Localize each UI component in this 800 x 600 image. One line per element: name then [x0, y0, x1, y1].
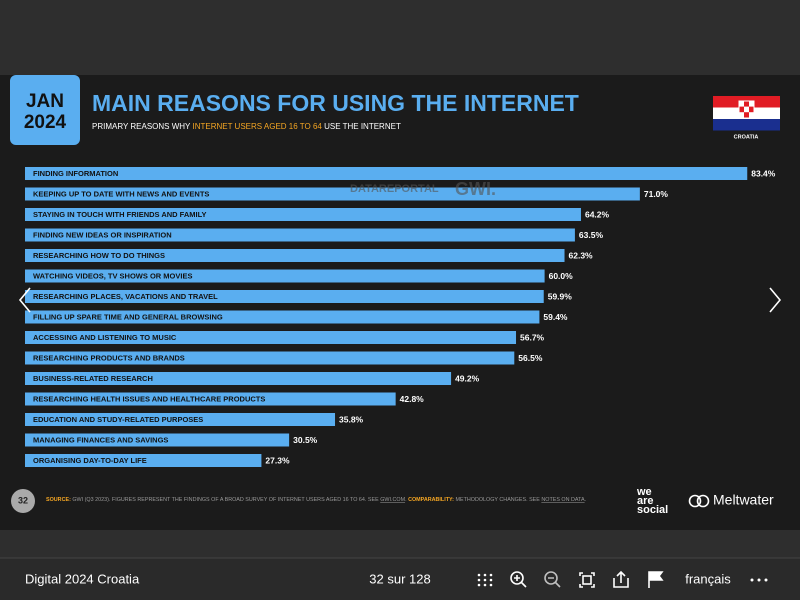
badge-year: 2024	[24, 112, 67, 133]
bar	[25, 228, 575, 242]
value-label: 64.2%	[585, 209, 610, 219]
category-label: WATCHING VIDEOS, TV SHOWS OR MOVIES	[33, 271, 192, 280]
report[interactable]	[648, 571, 664, 588]
category-label: RESEARCHING HEALTH ISSUES AND HEALTHCARE…	[33, 394, 265, 403]
category-label: KEEPING UP TO DATE WITH NEWS AND EVENTS	[33, 189, 209, 198]
category-label: FINDING INFORMATION	[33, 169, 118, 178]
category-label: FILLING UP SPARE TIME AND GENERAL BROWSI…	[33, 312, 223, 321]
page-indicator: 32 sur 128	[369, 571, 430, 586]
value-label: 27.3%	[265, 455, 290, 465]
value-label: 63.5%	[579, 230, 604, 240]
category-label: RESEARCHING PRODUCTS AND BRANDS	[33, 353, 185, 362]
bar	[25, 454, 262, 467]
bar	[25, 331, 517, 344]
category-label: RESEARCHING HOW TO DO THINGS	[33, 251, 165, 260]
category-label: FINDING NEW IDEAS OR INSPIRATION	[33, 230, 172, 239]
fit-screen[interactable]	[579, 572, 595, 588]
more-options[interactable]	[750, 578, 768, 582]
value-label: 56.7%	[520, 332, 545, 342]
value-label: 59.9%	[548, 291, 573, 301]
subtitle-part: PRIMARY REASONS WHY	[92, 122, 192, 131]
bar	[25, 310, 540, 324]
bar	[25, 433, 290, 447]
bar	[25, 351, 515, 365]
source-text: .	[585, 497, 587, 503]
subtitle-part: USE THE INTERNET	[322, 122, 401, 131]
bar	[25, 208, 581, 221]
source-link: NOTES ON DATA	[541, 497, 585, 503]
source-link: GWI.COM	[380, 497, 405, 503]
category-label: ORGANISING DAY-TO-DAY LIFE	[33, 456, 147, 465]
value-label: 71.0%	[644, 189, 669, 199]
logo-text: are	[637, 495, 654, 507]
bar	[25, 290, 544, 303]
comparability-label: COMPARABILITY:	[408, 497, 454, 503]
source-label: SOURCE:	[46, 497, 71, 503]
grid-view[interactable]	[477, 573, 493, 587]
zoom-in[interactable]	[510, 571, 527, 588]
value-label: 35.8%	[339, 414, 364, 424]
meltwater-icon	[688, 494, 710, 508]
source-text: GWI (Q3 2023). FIGURES REPRESENT THE FIN…	[71, 497, 380, 503]
bar	[25, 372, 452, 385]
bar	[25, 392, 396, 406]
category-label: RESEARCHING PLACES, VACATIONS AND TRAVEL	[33, 292, 218, 301]
value-label: 62.3%	[569, 250, 594, 260]
value-label: 56.5%	[518, 353, 543, 363]
source-text: .	[405, 497, 408, 503]
value-label: 30.5%	[293, 435, 318, 445]
page-number-badge	[11, 489, 35, 513]
bar	[25, 187, 640, 201]
brand-name: Meltwater	[713, 492, 774, 508]
value-label: 49.2%	[455, 373, 480, 383]
bar-chart: FINDING INFORMATION 83.4% KEEPING UP TO DA…	[25, 167, 776, 467]
previous-slide[interactable]	[18, 287, 31, 313]
watermark: GWI.	[455, 179, 496, 199]
chart-title: MAIN REASONS FOR USING THE INTERNET	[92, 90, 579, 116]
value-label: 83.4%	[751, 168, 776, 178]
language-selector[interactable]: français	[685, 571, 731, 586]
category-label: BUSINESS-RELATED RESEARCH	[33, 374, 153, 383]
bar	[25, 249, 565, 262]
bar	[25, 413, 336, 426]
country-label: CROATIA	[734, 134, 759, 140]
source-text: METHODOLOGY CHANGES. SEE	[454, 497, 541, 503]
category-label: EDUCATION AND STUDY-RELATED PURPOSES	[33, 415, 203, 424]
subtitle-highlight: INTERNET USERS AGED 16 TO 64	[192, 122, 322, 131]
bar	[25, 167, 748, 180]
next-slide[interactable]	[769, 287, 782, 313]
value-label: 59.4%	[543, 312, 568, 322]
badge-month: JAN	[26, 91, 64, 112]
date-badge	[10, 75, 80, 145]
value-label: 60.0%	[549, 271, 574, 281]
category-label: MANAGING FINANCES AND SAVINGS	[33, 435, 168, 444]
category-label: ACCESSING AND LISTENING TO MUSIC	[33, 333, 177, 342]
page-number: 32	[18, 495, 28, 505]
share[interactable]	[613, 570, 629, 588]
source-note: SOURCE: GWI (Q3 2023). FIGURES REPRESENT…	[46, 497, 586, 503]
watermark: DATAREPORTAL	[350, 183, 439, 195]
zoom-out[interactable]	[544, 571, 561, 588]
value-label: 42.8%	[400, 394, 425, 404]
logo-text: we	[636, 486, 652, 498]
logo-text: social	[637, 504, 668, 516]
category-label: STAYING IN TOUCH WITH FRIENDS AND FAMILY	[33, 210, 206, 219]
toolbar	[0, 558, 800, 600]
bar	[25, 269, 545, 283]
subtitle: PRIMARY REASONS WHY INTERNET USERS AGED …	[92, 122, 401, 131]
flag	[713, 96, 780, 131]
document-title: Digital 2024 Croatia	[25, 571, 140, 586]
